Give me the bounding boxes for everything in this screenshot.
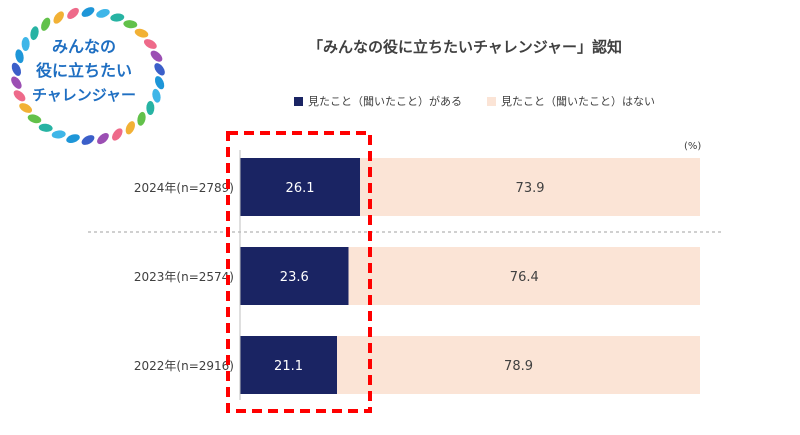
- logo-rope-segment: [51, 130, 66, 139]
- challenger-logo: みんなの 役に立ちたい チャレンジャー: [11, 7, 165, 145]
- bar-aware: [240, 247, 349, 305]
- legend-label-aware: 見たこと（聞いたこと）がある: [308, 95, 462, 108]
- data-label-aware: 26.1: [286, 181, 315, 196]
- logo-rope-segment: [53, 11, 64, 24]
- logo-rope-segment: [66, 134, 80, 143]
- logo-rope-segment: [137, 111, 146, 126]
- legend-item-aware: 見たこと（聞いたこと）がある: [294, 93, 462, 109]
- logo-rope-segment: [67, 7, 79, 19]
- unit-label: (%): [684, 141, 702, 152]
- logo-rope-segment: [38, 123, 53, 132]
- logo-rope-segment: [81, 135, 95, 145]
- logo-rope-segment: [112, 128, 123, 141]
- logo-rope-segment: [27, 114, 42, 124]
- logo-rope-segment: [110, 13, 125, 22]
- logo-rope-ring: [11, 7, 165, 145]
- logo-rope-segment: [143, 39, 157, 49]
- data-label-aware: 23.6: [280, 270, 309, 285]
- logo-rope-segment: [123, 20, 138, 29]
- legend-swatch-aware: [294, 96, 303, 106]
- logo-rope-segment: [11, 62, 22, 76]
- data-label-unaware: 76.4: [510, 270, 539, 285]
- logo-rope-segment: [152, 88, 161, 103]
- chart-title: 「みんなの役に立ちたいチャレンジャー」認知: [307, 38, 623, 56]
- logo-rope-segment: [146, 101, 155, 115]
- data-label-unaware: 73.9: [516, 181, 545, 196]
- legend-swatch-unaware: [487, 96, 496, 106]
- highlight-box: [226, 131, 372, 413]
- logo-rope-segment: [154, 76, 165, 90]
- bar-unaware: [348, 247, 700, 305]
- bar-aware: [240, 336, 338, 394]
- logo-rope-segment: [30, 26, 39, 41]
- logo-rope-segment: [15, 49, 24, 64]
- data-label-unaware: 78.9: [504, 359, 533, 374]
- bar-unaware: [337, 336, 700, 394]
- bar-unaware: [360, 158, 700, 216]
- legend-item-unaware: 見たこと（聞いたこと）はない: [487, 93, 655, 109]
- logo-line-1: みんなの: [52, 37, 116, 56]
- logo-rope-segment: [11, 76, 22, 89]
- category-label: 2023年(n=2574): [134, 270, 234, 284]
- logo-rope-segment: [19, 103, 33, 113]
- logo-rope-segment: [125, 121, 135, 135]
- logo-rope-segment: [97, 133, 109, 145]
- legend-label-unaware: 見たこと（聞いたこと）はない: [501, 95, 655, 108]
- category-label: 2022年(n=2916): [134, 359, 234, 373]
- logo-rope-segment: [150, 50, 163, 62]
- logo-rope-segment: [154, 63, 165, 76]
- logo-line-2: 役に立ちたい: [36, 61, 132, 80]
- logo-rope-segment: [21, 37, 30, 51]
- category-label: 2024年(n=2789): [134, 181, 234, 195]
- data-label-aware: 21.1: [274, 359, 303, 374]
- logo-rope-segment: [41, 17, 51, 31]
- logo-rope-segment: [13, 90, 26, 102]
- logo-line-3: チャレンジャー: [32, 86, 136, 104]
- bar-aware: [240, 158, 361, 216]
- logo-rope-segment: [134, 28, 149, 38]
- logo-rope-segment: [96, 9, 110, 18]
- logo-rope-segment: [81, 7, 95, 17]
